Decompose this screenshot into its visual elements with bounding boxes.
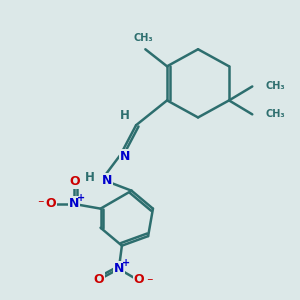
- Text: ⁻: ⁻: [146, 276, 152, 290]
- Text: N: N: [120, 150, 130, 163]
- Text: +: +: [77, 194, 85, 203]
- Text: ⁻: ⁻: [37, 198, 44, 211]
- Text: O: O: [93, 273, 104, 286]
- Text: O: O: [69, 175, 80, 188]
- Text: CH₃: CH₃: [265, 82, 285, 92]
- Text: CH₃: CH₃: [134, 33, 154, 43]
- Text: N: N: [69, 197, 80, 211]
- Text: N: N: [101, 175, 112, 188]
- Text: CH₃: CH₃: [265, 110, 285, 119]
- Text: O: O: [45, 197, 56, 211]
- Text: +: +: [122, 258, 130, 268]
- Text: H: H: [85, 171, 95, 184]
- Text: N: N: [114, 262, 124, 275]
- Text: H: H: [120, 110, 130, 122]
- Text: O: O: [134, 273, 144, 286]
